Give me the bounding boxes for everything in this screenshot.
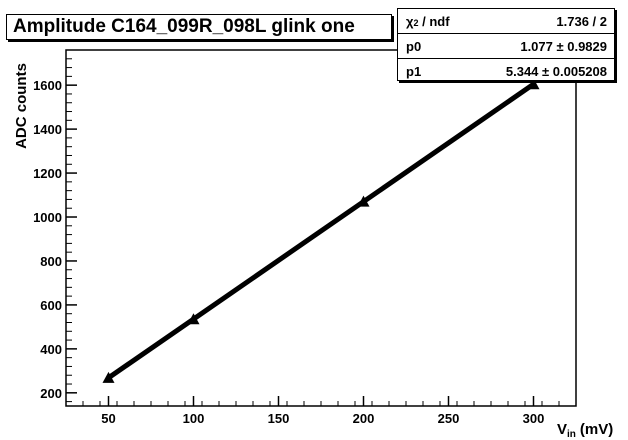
chart-title: Amplitude C164_099R_098L glink one: [6, 14, 392, 40]
x-axis-label-unit: (mV): [580, 421, 613, 438]
data-point-marker: [102, 371, 115, 383]
data-point-marker: [527, 78, 540, 90]
x-axis-label-subscript: in: [567, 429, 576, 440]
x-axis-label-base: V: [557, 421, 567, 438]
y-tick-label: 1600: [33, 78, 62, 93]
y-axis-label: ADC counts: [13, 63, 30, 149]
y-tick-label: 1200: [33, 166, 62, 181]
x-tick-label: 50: [101, 411, 115, 426]
fit-line: [106, 81, 536, 381]
x-tick-label: 250: [438, 411, 460, 426]
y-tick-label: 600: [40, 298, 62, 313]
x-tick-label: 300: [523, 411, 545, 426]
data-points: [102, 78, 540, 383]
stats-row-p1: p1 5.344 ± 0.005208: [398, 58, 614, 83]
chi2-superscript: 2: [413, 17, 419, 28]
x-axis-label: Vin (mV): [557, 421, 613, 440]
p1-label: p1: [406, 63, 422, 79]
data-point-marker: [187, 313, 200, 325]
x-tick-label: 200: [353, 411, 375, 426]
chi2-value: 1.736 / 2: [556, 13, 607, 29]
axis-ticks: 50 100 150 200 250 300 200 400 600 800 1000 1200 140…: [33, 49, 577, 426]
x-tick-label: 150: [268, 411, 290, 426]
p0-label: p0: [406, 38, 422, 54]
y-tick-label: 200: [40, 386, 62, 401]
y-tick-label: 800: [40, 254, 62, 269]
data-point-marker: [357, 195, 370, 207]
chi2-ndf-text: / ndf: [418, 13, 450, 29]
stats-row-p0: p0 1.077 ± 0.9829: [398, 33, 614, 58]
fit-line-segment: [106, 81, 536, 381]
x-tick-label: 100: [183, 411, 205, 426]
p0-value: 1.077 ± 0.9829: [520, 38, 607, 54]
y-tick-label: 1000: [33, 210, 62, 225]
chi2-symbol: χ: [406, 13, 414, 29]
y-tick-label: 400: [40, 342, 62, 357]
p1-value: 5.344 ± 0.005208: [505, 63, 607, 79]
y-tick-label: 1400: [33, 122, 62, 137]
